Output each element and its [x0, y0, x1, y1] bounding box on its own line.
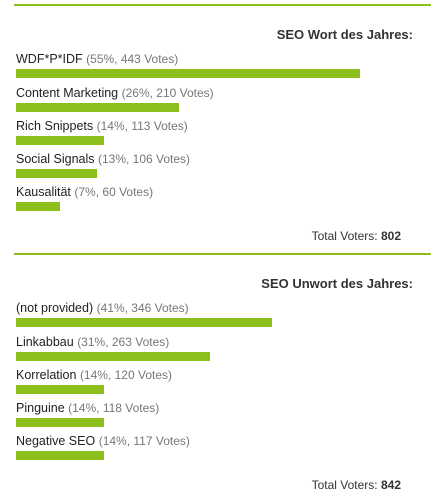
- poll-option: Negative SEO (14%, 117 Votes): [16, 434, 416, 466]
- poll-option: WDF*P*IDF (55%, 443 Votes): [16, 52, 416, 84]
- option-stats: (31%, 263 Votes): [77, 335, 170, 349]
- option-bar: [16, 385, 104, 394]
- option-bar: [16, 318, 272, 327]
- option-label: Korrelation: [16, 368, 77, 382]
- poll-option: Korrelation (14%, 120 Votes): [16, 368, 416, 400]
- option-label: Pinguine: [16, 401, 65, 415]
- option-bar: [16, 103, 179, 112]
- option-label: Kausalität: [16, 185, 71, 199]
- option-label: Social Signals: [16, 152, 95, 166]
- option-bar: [16, 169, 97, 178]
- poll-option: (not provided) (41%, 346 Votes): [16, 301, 416, 333]
- option-bar: [16, 136, 104, 145]
- poll-option: Pinguine (14%, 118 Votes): [16, 401, 416, 433]
- poll-option: Social Signals (13%, 106 Votes): [16, 152, 416, 184]
- option-bar: [16, 352, 210, 361]
- poll-seo-unwort: SEO Unwort des Jahres: (not provided) (4…: [14, 253, 431, 498]
- option-stats: (14%, 117 Votes): [98, 434, 190, 448]
- option-bar: [16, 69, 360, 78]
- poll-option: Linkabbau (31%, 263 Votes): [16, 335, 416, 367]
- option-bar: [16, 418, 104, 427]
- poll-seo-wort: SEO Wort des Jahres: WDF*P*IDF (55%, 443…: [14, 4, 431, 249]
- option-stats: (14%, 120 Votes): [79, 368, 172, 382]
- option-label: Negative SEO: [16, 434, 96, 448]
- option-stats: (41%, 346 Votes): [96, 301, 189, 315]
- option-label: Rich Snippets: [16, 119, 94, 133]
- option-label: (not provided): [16, 301, 94, 315]
- total-voters: Total Voters: 842: [312, 478, 401, 492]
- option-stats: (55%, 443 Votes): [86, 52, 179, 66]
- poll-option: Kausalität (7%, 60 Votes): [16, 185, 416, 217]
- poll-option: Content Marketing (26%, 210 Votes): [16, 86, 416, 118]
- option-bar: [16, 202, 60, 211]
- poll-top-border: [14, 4, 431, 6]
- total-voters-value: 842: [380, 478, 401, 492]
- option-stats: (14%, 118 Votes): [68, 401, 160, 415]
- total-voters: Total Voters: 802: [312, 229, 401, 243]
- poll-top-border: [14, 253, 431, 255]
- option-stats: (7%, 60 Votes): [74, 185, 154, 199]
- total-voters-label: Total Voters:: [311, 478, 378, 492]
- poll-option: Rich Snippets (14%, 113 Votes): [16, 119, 416, 151]
- option-label: Content Marketing: [16, 86, 119, 100]
- poll-title: SEO Wort des Jahres:: [276, 27, 413, 42]
- option-bar: [16, 451, 104, 460]
- total-voters-label: Total Voters:: [311, 229, 378, 243]
- option-label: Linkabbau: [16, 335, 74, 349]
- option-label: WDF*P*IDF: [16, 52, 83, 66]
- option-stats: (26%, 210 Votes): [121, 86, 214, 100]
- total-voters-value: 802: [380, 229, 401, 243]
- option-stats: (13%, 106 Votes): [98, 152, 191, 166]
- poll-title: SEO Unwort des Jahres:: [261, 276, 413, 291]
- option-stats: (14%, 113 Votes): [96, 119, 188, 133]
